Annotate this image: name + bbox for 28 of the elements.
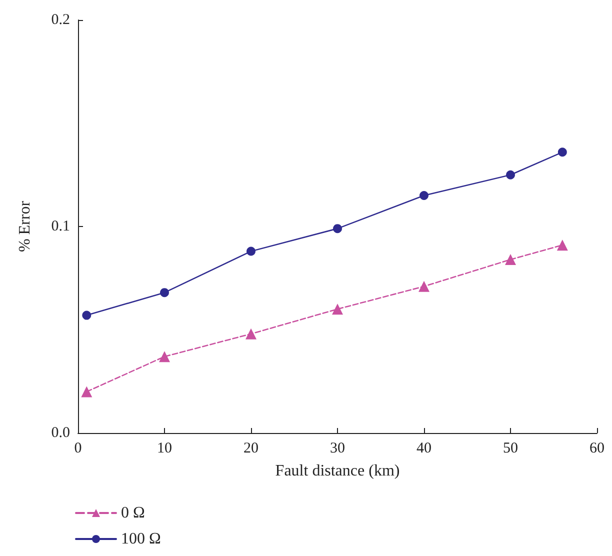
point bbox=[332, 304, 343, 315]
x-tick-label: 30 bbox=[330, 440, 345, 456]
x-tick-label: 0 bbox=[74, 440, 82, 456]
y-tick-label: 0.1 bbox=[51, 218, 70, 234]
y-tick-label: 0.0 bbox=[51, 425, 70, 441]
point bbox=[246, 246, 256, 256]
legend-label: 100 Ω bbox=[121, 530, 161, 548]
x-tick-label: 40 bbox=[416, 440, 432, 456]
point bbox=[82, 310, 92, 320]
point bbox=[246, 328, 256, 340]
point bbox=[506, 170, 515, 180]
y-axis-title: % Error bbox=[16, 200, 34, 252]
point bbox=[556, 240, 568, 251]
point bbox=[81, 386, 92, 398]
x-tick-label: 60 bbox=[590, 440, 604, 456]
point bbox=[333, 224, 342, 234]
point bbox=[420, 191, 428, 200]
point bbox=[505, 254, 516, 266]
x-axis-title: Fault distance (km) bbox=[275, 462, 400, 480]
x-tick-label: 20 bbox=[244, 440, 258, 456]
point bbox=[159, 351, 170, 362]
y-tick-label: 0.2 bbox=[51, 12, 70, 28]
point bbox=[558, 148, 567, 157]
point bbox=[160, 288, 169, 298]
x-tick-label: 50 bbox=[503, 440, 518, 456]
legend-label: 0 Ω bbox=[121, 504, 145, 522]
x-tick-label: 10 bbox=[157, 440, 172, 456]
point bbox=[418, 280, 430, 292]
